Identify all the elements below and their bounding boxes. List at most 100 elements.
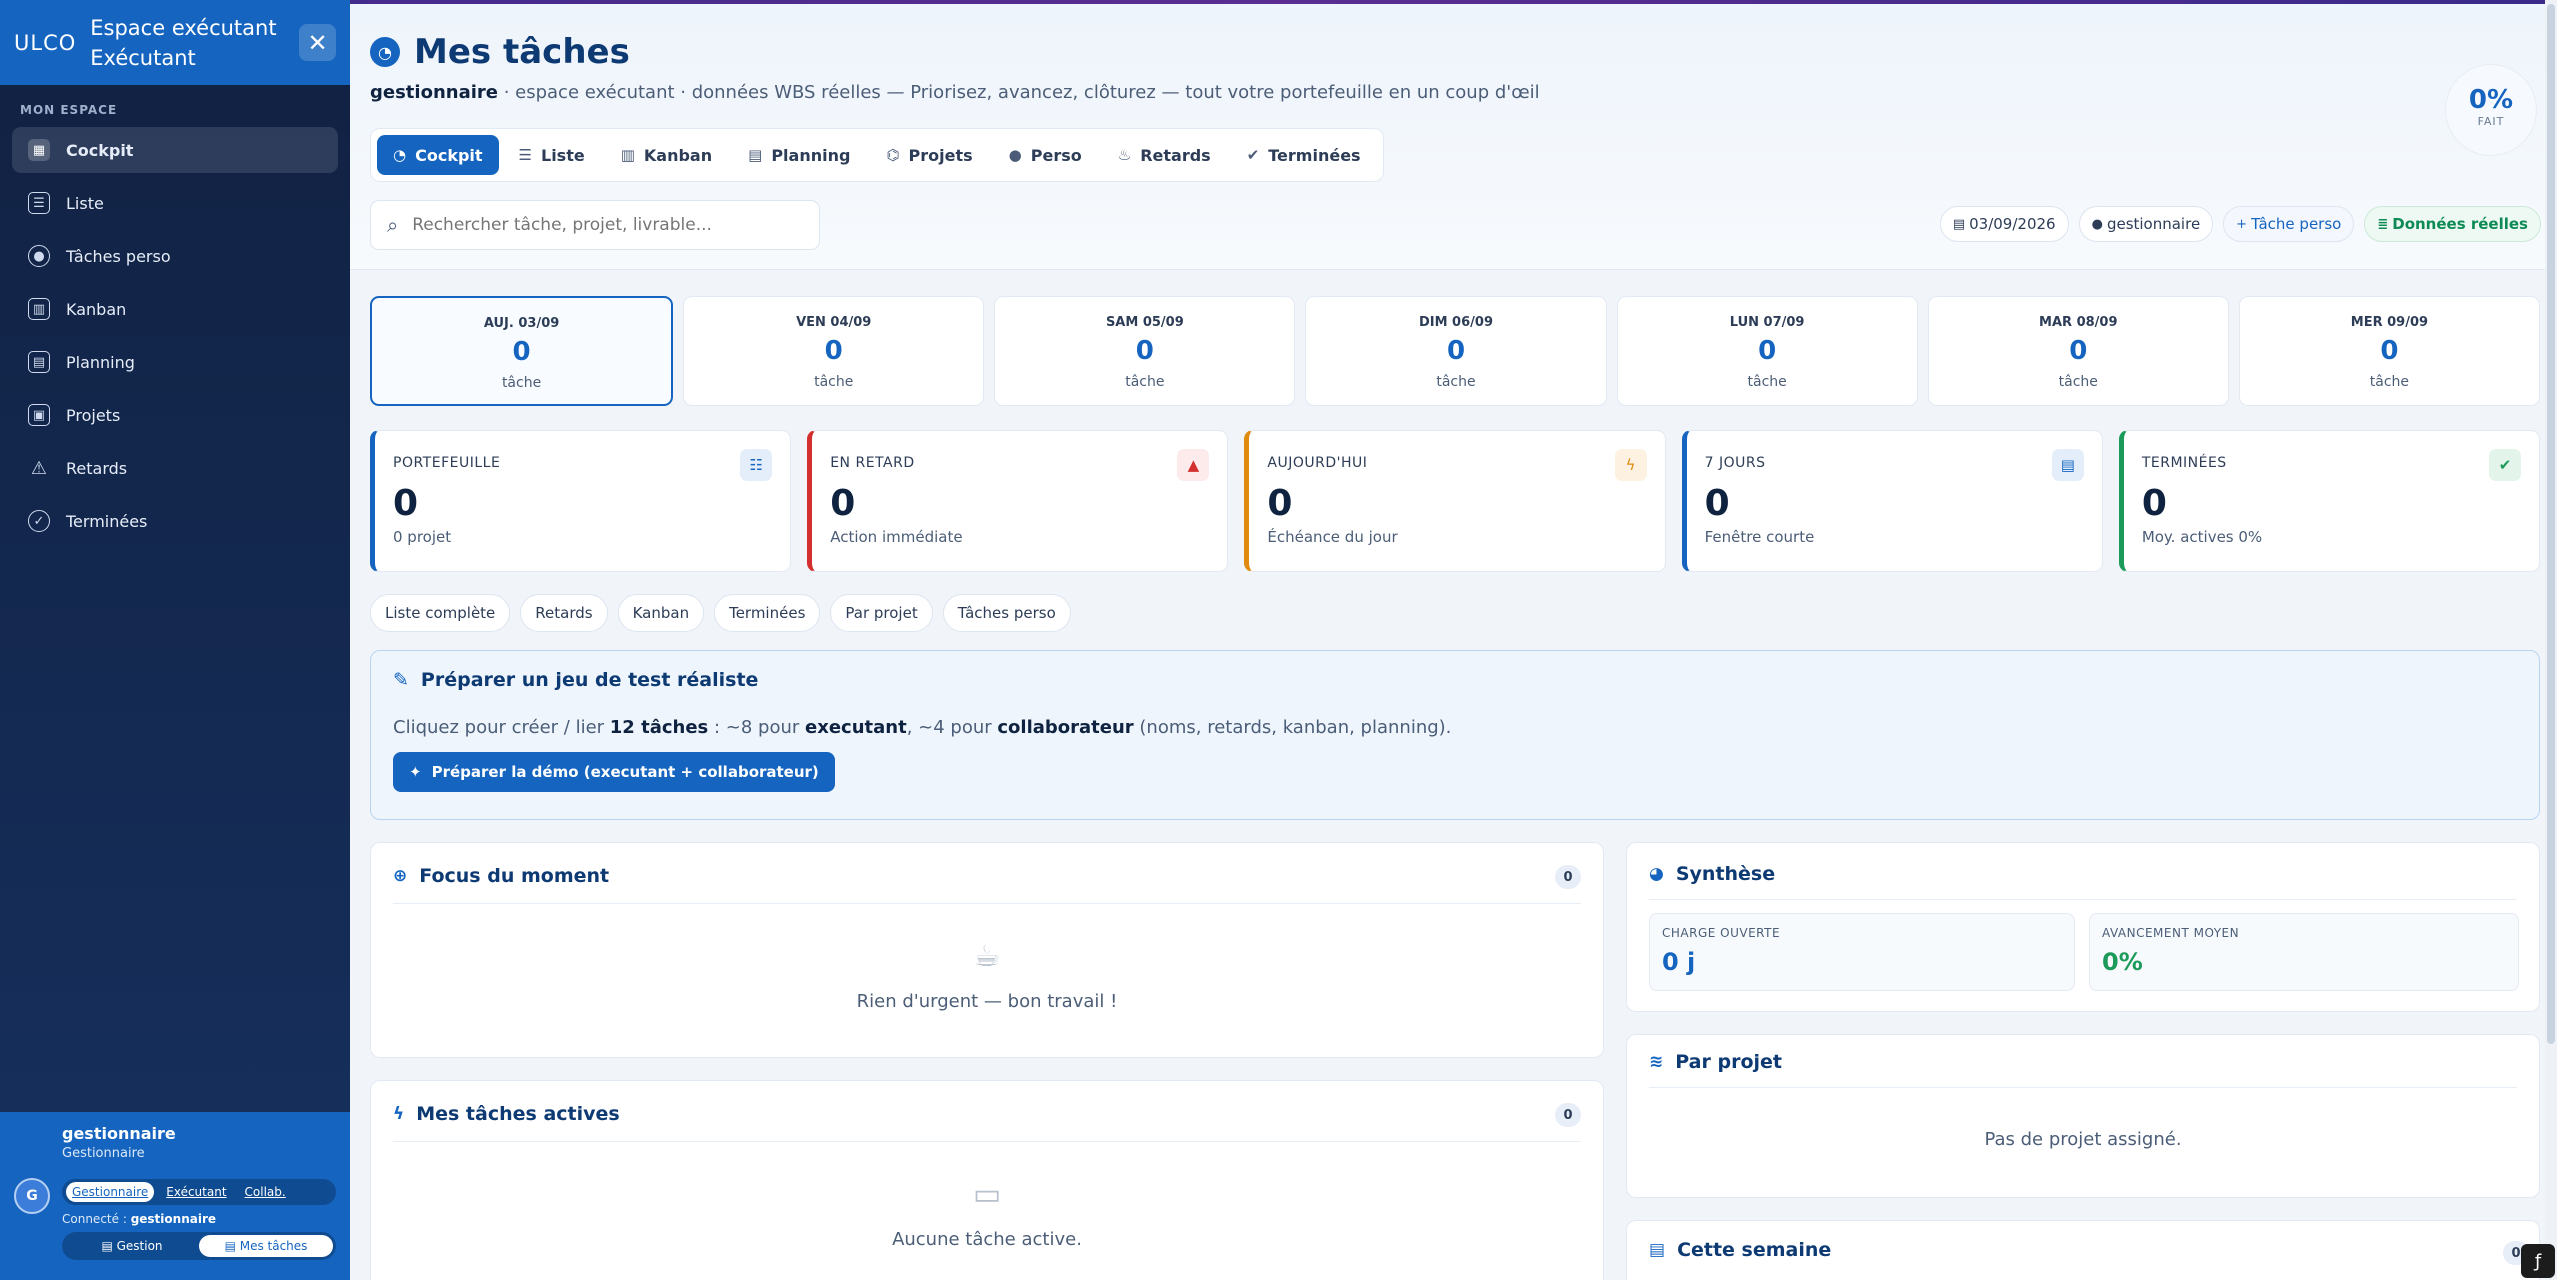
search-input[interactable]: [412, 215, 793, 235]
crosshair-icon: ⊕: [393, 866, 408, 886]
sidebar-item-liste[interactable]: ☰ Liste: [12, 180, 338, 226]
user-icon: ●: [2091, 216, 2103, 232]
day-card[interactable]: SAM 05/09 0 tâche: [994, 296, 1296, 406]
tab-kanban[interactable]: ▥ Kanban: [620, 145, 713, 165]
list-icon: ☰: [28, 192, 50, 214]
focus-panel: ⊕ Focus du moment 0 ☕ Rien d'urgent — bon…: [370, 842, 1604, 1058]
user-icon: ●: [1008, 146, 1022, 164]
kpi-aujourdhui[interactable]: AUJOURD'HUI 0 Échéance du jour ϟ: [1244, 430, 1666, 572]
sidebar-section-label: MON ESPACE: [20, 103, 118, 117]
view-tabs: ◔ Cockpit ☰ Liste ▥ Kanban ▤ Planning ⌬ Proje…: [370, 128, 1384, 182]
day-card[interactable]: MAR 08/09 0 tâche: [1927, 296, 2229, 406]
role-gestionnaire[interactable]: Gestionnaire: [66, 1182, 155, 1202]
day-card[interactable]: VEN 04/09 0 tâche: [683, 296, 985, 406]
sitemap-icon: ⌬: [886, 146, 900, 164]
pencil-icon: ✎: [393, 669, 409, 691]
list-icon: ☰: [518, 146, 532, 164]
tab-cockpit[interactable]: ◔ Cockpit: [377, 135, 499, 175]
switch-mes-taches[interactable]: ▤ Mes tâches: [199, 1235, 333, 1257]
app-logo: ULCO: [14, 30, 77, 55]
day-card[interactable]: LUN 07/09 0 tâche: [1616, 296, 1918, 406]
sidebar-item-cockpit[interactable]: ▦ Cockpit: [12, 127, 338, 173]
kpi-7-jours[interactable]: 7 JOURS 0 Fenêtre courte ▤: [1681, 430, 2103, 572]
calendar-icon: ▤: [1649, 1240, 1666, 1260]
debug-toolbar-icon[interactable]: ƒ: [2521, 1244, 2555, 1278]
tab-liste[interactable]: ☰ Liste: [518, 145, 585, 165]
day-card[interactable]: MER 09/09 0 tâche: [2238, 296, 2540, 406]
day-card[interactable]: DIM 06/09 0 tâche: [1305, 296, 1607, 406]
par-projet-empty-text: Pas de projet assigné.: [1984, 1129, 2182, 1150]
switch-gestion[interactable]: ▤ Gestion: [101, 1239, 163, 1253]
sidebar-footer: gestionnaire Gestionnaire G Gestionnaire…: [0, 1112, 350, 1280]
page-header: ◔ Mes tâches gestionnaire · espace exécu…: [350, 4, 2557, 270]
completion-badge: 0% FAIT: [2445, 64, 2537, 156]
quick-link-retards[interactable]: Retards: [520, 594, 608, 632]
user-chip[interactable]: ● gestionnaire: [2078, 206, 2214, 242]
quick-link-kanban[interactable]: Kanban: [617, 594, 705, 632]
real-data-chip[interactable]: ≣ Données réelles: [2364, 206, 2541, 242]
check-circle-icon: ✓: [28, 510, 50, 532]
user-role: Gestionnaire: [62, 1146, 145, 1161]
check-circle-icon: ✔: [1246, 146, 1260, 164]
par-projet-panel: ≋ Par projet Pas de projet assigné.: [1626, 1034, 2540, 1198]
kpi-portefeuille[interactable]: PORTEFEUILLE 0 0 projet ☷: [370, 430, 792, 572]
tab-projets[interactable]: ⌬ Projets: [886, 145, 973, 165]
day-card[interactable]: AUJ. 03/09 0 tâche: [370, 296, 674, 406]
sidebar-nav: ▦ Cockpit ☰ Liste ● Tâches perso ▥ Kanban ▤ P…: [0, 127, 350, 544]
sidebar-header: ULCO Espace exécutant Exécutant ✕: [0, 0, 350, 85]
sidebar-item-planning[interactable]: ▤ Planning: [12, 339, 338, 385]
page-scrollbar[interactable]: [2545, 0, 2557, 1280]
role-executant[interactable]: Exécutant: [166, 1185, 227, 1199]
bolt-icon: ϟ: [1614, 449, 1647, 481]
stat-charge-ouverte: CHARGE OUVERTE 0 j: [1649, 913, 2075, 991]
add-personal-task-button[interactable]: + Tâche perso: [2223, 206, 2355, 242]
sidebar-item-retards[interactable]: ⚠ Retards: [12, 445, 338, 491]
user-name: gestionnaire: [62, 1124, 176, 1143]
active-tasks-panel: ϟ Mes tâches actives 0 ▭ Aucune tâche act…: [370, 1080, 1604, 1280]
role-switcher: Gestionnaire Exécutant Collab.: [62, 1179, 336, 1205]
kpi-en-retard[interactable]: EN RETARD 0 Action immédiate ▲: [807, 430, 1229, 572]
quick-link-par-projet[interactable]: Par projet: [830, 594, 933, 632]
role-collab[interactable]: Collab.: [244, 1185, 286, 1199]
main-content: ◔ Mes tâches gestionnaire · espace exécu…: [350, 0, 2557, 1280]
close-sidebar-button[interactable]: ✕: [299, 24, 336, 61]
search-box: ⌕: [370, 200, 820, 250]
user-circle-icon: ●: [28, 245, 50, 267]
avatar[interactable]: G: [14, 1178, 50, 1214]
kpi-terminees[interactable]: TERMINÉES 0 Moy. actives 0% ✔: [2118, 430, 2541, 572]
prepare-demo-button[interactable]: ✦ Préparer la démo (executant + collabora…: [393, 752, 835, 792]
tab-terminees[interactable]: ✔ Terminées: [1246, 145, 1361, 165]
connected-as: Connecté : gestionnaire: [62, 1212, 217, 1226]
list-check-icon: ☷: [740, 449, 773, 481]
gauge-icon: ◔: [370, 37, 400, 67]
tab-retards[interactable]: ♨ Retards: [1117, 145, 1211, 165]
database-icon: ≣: [2377, 216, 2389, 232]
layers-icon: ≋: [1649, 1052, 1664, 1072]
top-accent-bar: [0, 0, 2557, 4]
tab-planning[interactable]: ▤ Planning: [748, 145, 851, 165]
page-title: ◔ Mes tâches: [370, 32, 630, 72]
date-chip[interactable]: ▤ 03/09/2026: [1939, 206, 2069, 242]
quick-link-taches-perso[interactable]: Tâches perso: [942, 594, 1071, 632]
calendar-icon: ▤: [1952, 216, 1966, 232]
check-circle-icon: ✔: [2489, 449, 2522, 481]
focus-empty-text: Rien d'urgent — bon travail !: [856, 991, 1118, 1012]
tab-perso[interactable]: ● Perso: [1008, 145, 1082, 165]
close-icon: ✕: [307, 28, 328, 57]
kpi-row: PORTEFEUILLE 0 0 projet ☷ EN RETARD 0 Ac…: [370, 430, 2541, 572]
sidebar-item-taches-perso[interactable]: ● Tâches perso: [12, 233, 338, 279]
focus-count-badge: 0: [1555, 865, 1581, 889]
sidebar-item-projets[interactable]: ▣ Projets: [12, 392, 338, 438]
quick-links: Liste complète Retards Kanban Terminées …: [370, 594, 1071, 632]
demo-description: Cliquez pour créer / lier 12 tâches : ~8…: [393, 717, 1452, 738]
warning-icon: ▲: [1177, 449, 1210, 481]
wand-icon: ✦: [409, 763, 422, 781]
scrollbar-thumb[interactable]: [2547, 4, 2555, 1044]
demo-setup-panel: ✎ Préparer un jeu de test réaliste Clique…: [370, 650, 2540, 820]
sidebar-item-kanban[interactable]: ▥ Kanban: [12, 286, 338, 332]
stat-avancement-moyen: AVANCEMENT MOYEN 0%: [2089, 913, 2519, 991]
sidebar-item-terminees[interactable]: ✓ Terminées: [12, 498, 338, 544]
quick-link-terminees[interactable]: Terminées: [714, 594, 821, 632]
bolt-icon: ϟ: [393, 1104, 405, 1124]
quick-link-liste-complete[interactable]: Liste complète: [370, 594, 511, 632]
